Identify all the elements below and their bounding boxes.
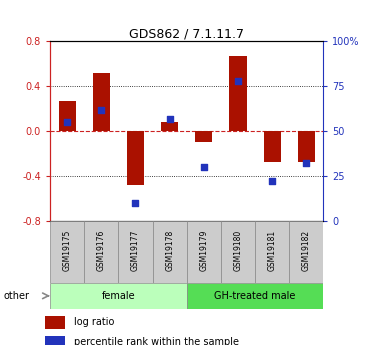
Text: percentile rank within the sample: percentile rank within the sample [75,337,239,345]
Text: GSM19181: GSM19181 [268,230,277,271]
Bar [152,221,187,283]
Bar [45,315,65,329]
Bar [45,336,65,345]
Bar [59,101,76,131]
Bar [221,221,255,283]
Bar [229,56,246,131]
Bar [84,221,119,283]
Text: log ratio: log ratio [75,317,115,327]
Point [269,179,275,184]
Text: GSM19178: GSM19178 [165,230,174,271]
Bar [50,221,84,283]
Bar [289,221,323,283]
Text: GSM19177: GSM19177 [131,230,140,271]
Text: female: female [102,291,135,301]
Bar [161,122,178,131]
Text: GSM19175: GSM19175 [63,230,72,271]
Point [167,116,173,121]
Point [132,200,139,206]
Text: GSM19182: GSM19182 [302,230,311,271]
Point [201,164,207,170]
Title: GDS862 / 7.1.11.7: GDS862 / 7.1.11.7 [129,27,244,40]
Bar [127,131,144,185]
Text: GSM19176: GSM19176 [97,230,106,271]
Bar [195,131,213,142]
Bar [255,221,289,283]
Bar [50,283,187,309]
Point [98,107,104,112]
Text: other: other [4,291,30,301]
Bar [187,283,323,309]
Bar [298,131,315,162]
Bar [93,73,110,131]
Bar [119,221,152,283]
Text: GH-treated male: GH-treated male [214,291,296,301]
Text: GSM19180: GSM19180 [233,230,243,271]
Text: GSM19179: GSM19179 [199,230,208,271]
Point [64,119,70,125]
Point [303,161,310,166]
Bar [264,131,281,162]
Point [235,78,241,83]
Bar [187,221,221,283]
